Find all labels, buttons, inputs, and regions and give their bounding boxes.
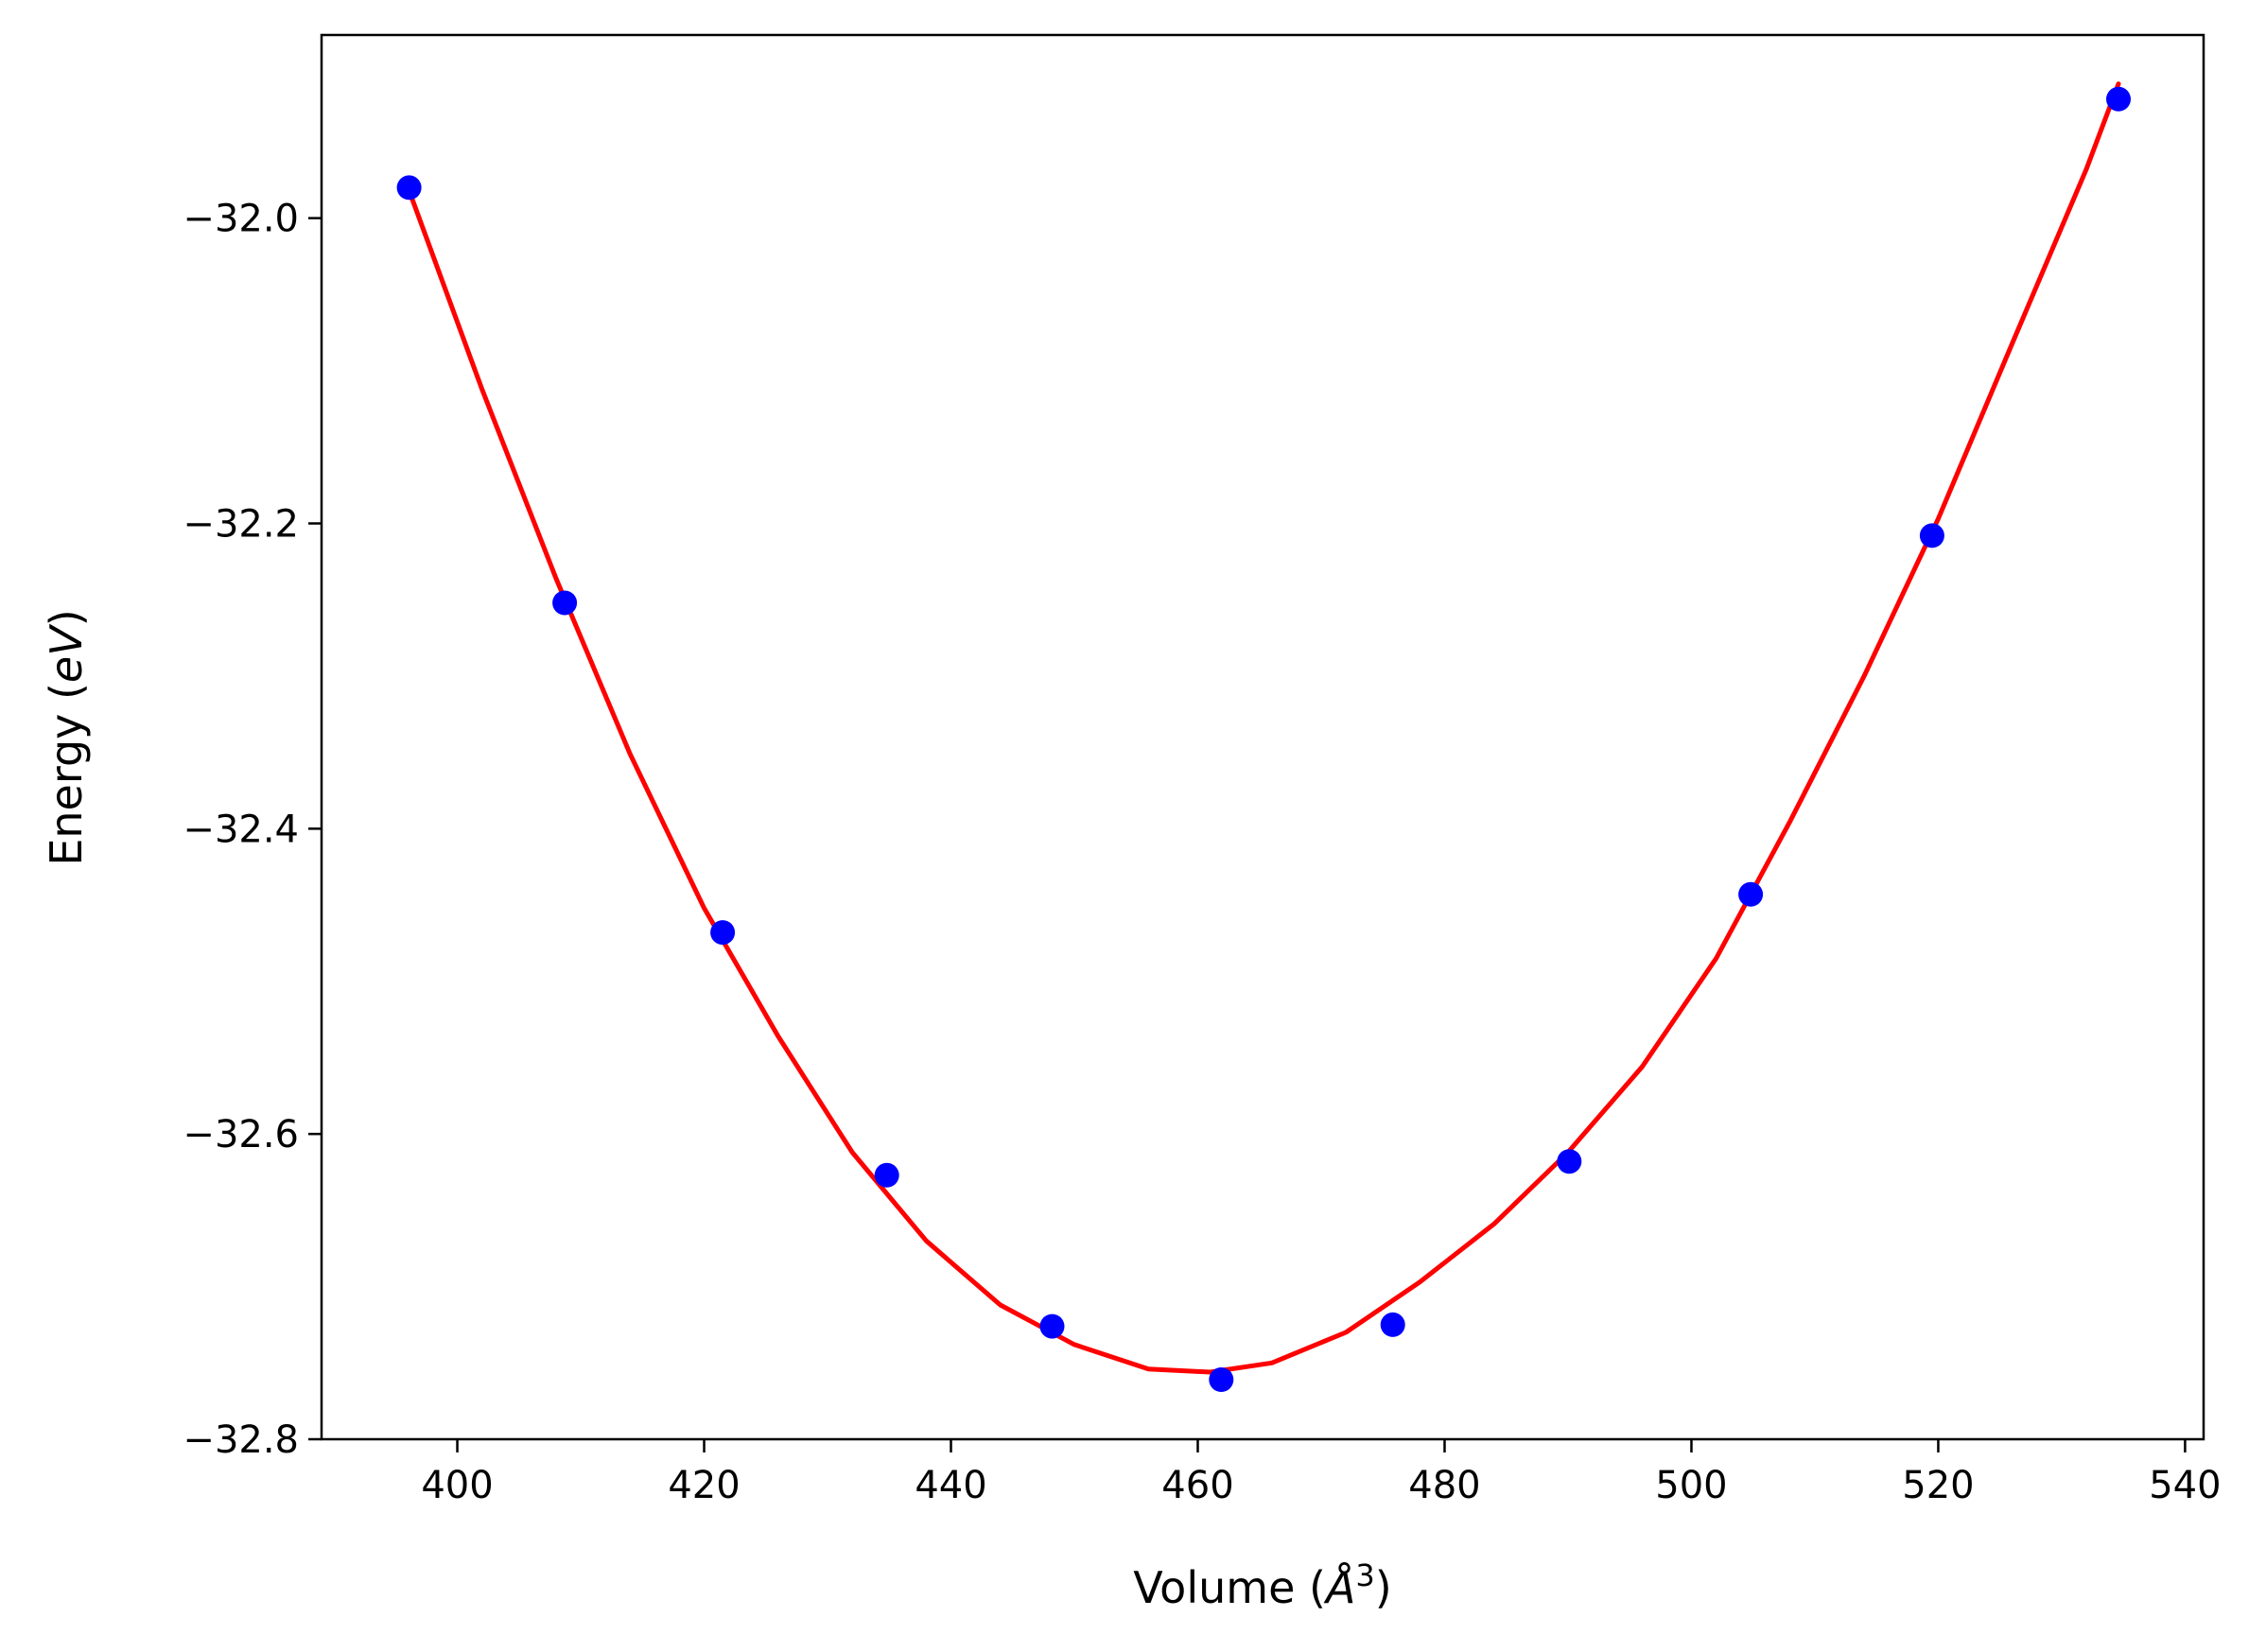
x-axis-label-sup: 3	[1355, 1557, 1374, 1593]
x-tick-label: 540	[2149, 1464, 2221, 1507]
y-axis-label: Energy (eV)	[41, 609, 92, 865]
data-point	[396, 175, 422, 200]
x-axis-label-suffix: )	[1375, 1562, 1392, 1613]
y-tick-label: −32.4	[183, 808, 299, 851]
fit-curve-layer	[407, 81, 2121, 1375]
x-tick-label: 480	[1408, 1464, 1480, 1507]
data-points-layer	[396, 86, 2131, 1392]
fit-curve-line	[407, 81, 2121, 1375]
x-axis-ticks: 400 420 440 460 480 500 520 540	[421, 1439, 2222, 1507]
y-tick-label: −32.0	[183, 198, 299, 241]
data-point	[1557, 1149, 1582, 1174]
y-axis-label-unit: eV	[41, 623, 92, 683]
x-axis-label-prefix: Volume (	[1133, 1562, 1326, 1613]
data-point	[1380, 1312, 1405, 1337]
data-point	[1919, 523, 1944, 548]
plot-frame	[320, 33, 2205, 1441]
data-point	[710, 920, 736, 946]
x-tick-label: 400	[421, 1464, 493, 1507]
x-tick-label: 460	[1161, 1464, 1233, 1507]
plot-background	[322, 35, 2204, 1439]
y-axis-ticks: −32.0 −32.2 −32.4 −32.6 −32.8	[183, 198, 322, 1462]
y-tick-label: −32.2	[183, 503, 299, 547]
data-point	[874, 1162, 899, 1188]
data-point	[1039, 1313, 1065, 1339]
y-axis-label-prefix: Energy (	[41, 683, 92, 866]
x-tick-label: 520	[1902, 1464, 1974, 1507]
data-point	[2106, 86, 2131, 112]
x-axis-label: Volume (Å3)	[1133, 1557, 1391, 1613]
x-tick-label: 420	[668, 1464, 740, 1507]
y-tick-label: −32.6	[183, 1113, 299, 1156]
x-tick-label: 500	[1655, 1464, 1727, 1507]
y-tick-label: −32.8	[183, 1418, 299, 1462]
x-tick-label: 440	[915, 1464, 986, 1507]
y-axis-label-suffix: )	[41, 609, 92, 626]
x-axis-label-symbol: Å	[1323, 1562, 1355, 1613]
data-point	[552, 590, 578, 616]
data-point	[1209, 1367, 1234, 1392]
data-point	[1738, 881, 1764, 907]
